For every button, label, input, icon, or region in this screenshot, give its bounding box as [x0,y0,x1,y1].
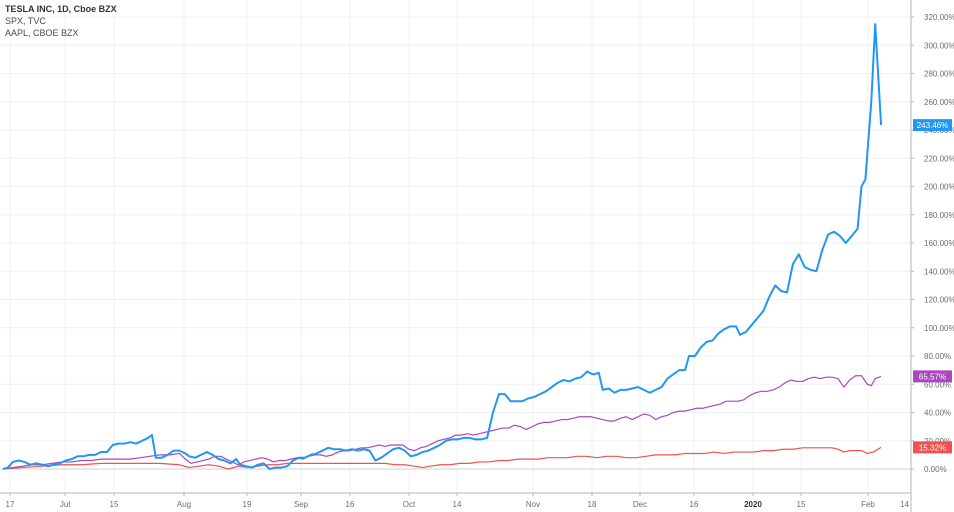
y-tick-label: 180.00% [924,211,954,220]
x-tick-label: Feb [861,500,875,509]
x-tick-label: Nov [526,500,540,509]
x-tick-label: 17 [6,500,15,509]
y-tick-label: 20.00% [924,437,951,446]
y-tick-label: 0.00% [924,465,947,474]
y-tick-label: 100.00% [924,324,954,333]
price-tags: 243.46% 65.57% 15.32% [913,119,952,454]
legend-series-aapl[interactable]: AAPL, CBOE BZX [5,28,79,38]
svg-text:243.46%: 243.46% [917,121,949,130]
x-tick-label: 2020 [744,500,762,509]
price-tag-tsla: 243.46% [913,119,952,132]
x-tick-label: Dec [633,500,647,509]
price-tag-aapl: 65.57% [913,370,952,383]
svg-text:15.32%: 15.32% [919,443,946,452]
y-tick-label: 40.00% [924,409,951,418]
y-tick-label: 320.00% [924,13,954,22]
x-axis[interactable]: 17 Jul 15 Aug 19 Sep 16 Oct 14 Nov 18 Dec 16 2020 15 Fe… [0,0,912,512]
series-line-0 [2,23,883,470]
legend-main-series[interactable]: TESLA INC, 1D, Cboe BZX [5,4,117,14]
x-tick-label: 19 [243,500,252,509]
y-axis[interactable]: 0.00% 20.00% 40.00% 60.00% 80.00% 100.00% 120.… [911,13,954,474]
chart-legend: TESLA INC, 1D, Cboe BZX SPX, TVC AAPL, C… [5,3,117,39]
x-tick-label: Oct [403,500,416,509]
y-tick-label: 120.00% [924,296,954,305]
x-tick-label: 16 [690,500,699,509]
y-tick-label: 160.00% [924,239,954,248]
y-tick-label: 140.00% [924,267,954,276]
y-tick-label: 80.00% [924,352,951,361]
legend-series-spx[interactable]: SPX, TVC [5,16,46,26]
chart-series [2,23,883,470]
svg-text:65.57%: 65.57% [919,372,946,381]
chart-grid [0,0,912,493]
y-tick-label: 60.00% [924,380,951,389]
y-tick-label: 200.00% [924,183,954,192]
y-tick-label: 280.00% [924,70,954,79]
x-tick-label: 15 [797,500,806,509]
x-tick-label: 14 [453,500,462,509]
x-tick-label: Aug [177,500,191,509]
x-tick-label: 15 [110,500,119,509]
x-tick-label: Jul [60,500,70,509]
y-tick-label: 300.00% [924,41,954,50]
y-tick-label: 220.00% [924,154,954,163]
series-line-2 [2,446,882,470]
series-line-1 [2,375,882,470]
x-tick-label: 18 [588,500,597,509]
x-tick-label: 16 [346,500,355,509]
y-tick-label: 260.00% [924,98,954,107]
x-tick-label: 14 [900,500,909,509]
price-tag-spx: 15.32% [913,441,952,454]
x-tick-label: Sep [294,500,309,509]
